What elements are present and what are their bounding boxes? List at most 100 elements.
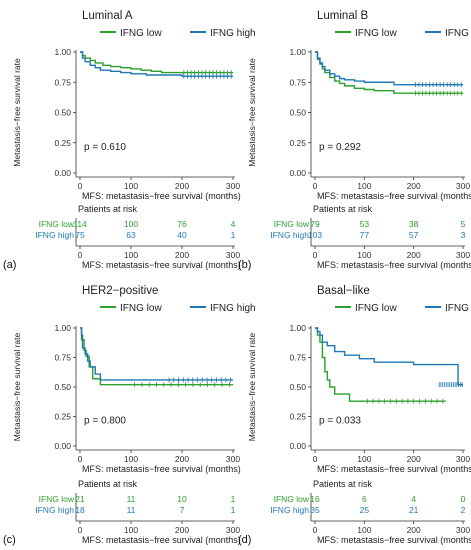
legend-label-high: IFNG high bbox=[210, 303, 256, 314]
y-tick-label: 0.25 bbox=[54, 138, 71, 148]
risk-table-x-tick-label: 200 bbox=[175, 525, 189, 535]
panel-letter: (a) bbox=[3, 259, 16, 271]
survival-curve-high bbox=[80, 327, 233, 381]
risk-table-x-axis-label: MFS: metastasis−free survival (months) bbox=[82, 260, 241, 270]
y-tick-label: 1.00 bbox=[289, 47, 306, 57]
x-axis-label: MFS: metastasis−free survival (months) bbox=[82, 464, 241, 474]
risk-row-label-low: IFNG low bbox=[39, 219, 75, 229]
risk-table-x-tick-label: 0 bbox=[78, 525, 83, 535]
x-tick-label: 300 bbox=[226, 181, 240, 191]
risk-count-high: 11 bbox=[127, 505, 136, 515]
risk-table-x-tick-label: 300 bbox=[226, 525, 240, 535]
risk-count-high: 3 bbox=[461, 230, 466, 240]
y-tick-label: 1.00 bbox=[54, 323, 71, 333]
risk-count-low: 114 bbox=[73, 219, 87, 229]
risk-count-low: 6 bbox=[362, 494, 367, 504]
risk-count-high: 2 bbox=[461, 505, 466, 515]
risk-count-high: 35 bbox=[310, 505, 320, 515]
risk-count-low: 5 bbox=[461, 219, 466, 229]
risk-count-low: 16 bbox=[310, 494, 320, 504]
risk-count-high: 1 bbox=[231, 505, 236, 515]
x-tick-label: 300 bbox=[456, 181, 470, 191]
panel-letter: (c) bbox=[3, 534, 16, 546]
risk-count-high: 7 bbox=[180, 505, 185, 515]
y-axis-label: Metastasis−free survival rate bbox=[247, 58, 257, 167]
x-tick-label: 200 bbox=[175, 181, 189, 191]
risk-table-x-axis-label: MFS: metastasis−free survival (months) bbox=[82, 535, 241, 545]
risk-count-high: 103 bbox=[308, 230, 322, 240]
x-tick-label: 0 bbox=[313, 181, 318, 191]
risk-count-high: 1 bbox=[231, 230, 236, 240]
survival-curve-high bbox=[315, 51, 463, 86]
risk-count-high: 77 bbox=[360, 230, 370, 240]
x-tick-label: 100 bbox=[357, 181, 371, 191]
risk-table-x-axis-label: MFS: metastasis−free survival (months) bbox=[317, 260, 471, 270]
risk-table-title: Patients at risk bbox=[313, 204, 373, 214]
p-value: p = 0.610 bbox=[84, 142, 126, 153]
panel-title: Luminal A bbox=[82, 10, 133, 22]
x-tick-label: 100 bbox=[124, 181, 138, 191]
survival-curve-low bbox=[80, 327, 233, 386]
risk-table-x-tick-label: 0 bbox=[313, 250, 318, 260]
x-axis-label: MFS: metastasis−free survival (months) bbox=[82, 191, 241, 201]
risk-table-x-tick-label: 0 bbox=[313, 525, 318, 535]
risk-row-label-low: IFNG low bbox=[274, 494, 310, 504]
legend-label-low: IFNG low bbox=[120, 28, 162, 39]
risk-count-high: 57 bbox=[409, 230, 419, 240]
risk-table-x-tick-label: 100 bbox=[124, 250, 138, 260]
p-value: p = 0.033 bbox=[319, 416, 361, 427]
panel-letter: (d) bbox=[238, 534, 251, 546]
risk-table-title: Patients at risk bbox=[313, 479, 373, 489]
y-tick-label: 0.75 bbox=[289, 353, 306, 363]
y-tick-label: 0.75 bbox=[54, 353, 71, 363]
risk-row-label-low: IFNG low bbox=[39, 494, 75, 504]
y-tick-label: 0.50 bbox=[54, 108, 71, 118]
survival-curve-low bbox=[80, 51, 233, 74]
x-tick-label: 200 bbox=[407, 181, 421, 191]
risk-count-low: 1 bbox=[231, 494, 236, 504]
survival-curve-low bbox=[315, 51, 463, 94]
x-tick-label: 200 bbox=[407, 454, 421, 464]
legend-label-low: IFNG low bbox=[355, 303, 397, 314]
y-tick-label: 0.50 bbox=[289, 108, 306, 118]
survival-curve-low bbox=[315, 327, 446, 402]
y-tick-label: 1.00 bbox=[54, 47, 71, 57]
risk-table-title: Patients at risk bbox=[78, 204, 138, 214]
legend-label-low: IFNG low bbox=[120, 303, 162, 314]
risk-table-x-tick-label: 200 bbox=[407, 250, 421, 260]
risk-count-low: 4 bbox=[231, 219, 236, 229]
x-axis-label: MFS: metastasis−free survival (months) bbox=[317, 464, 471, 474]
risk-count-high: 18 bbox=[75, 505, 85, 515]
risk-table-x-tick-label: 300 bbox=[456, 525, 470, 535]
risk-count-high: 40 bbox=[177, 230, 187, 240]
y-axis-label: Metastasis−free survival rate bbox=[12, 333, 22, 442]
p-value: p = 0.292 bbox=[319, 142, 361, 153]
risk-count-low: 11 bbox=[127, 494, 136, 504]
risk-table-title: Patients at risk bbox=[78, 479, 138, 489]
y-tick-label: 0.50 bbox=[54, 382, 71, 392]
x-tick-label: 300 bbox=[456, 454, 470, 464]
y-tick-label: 0.00 bbox=[54, 168, 71, 178]
risk-count-high: 75 bbox=[75, 230, 85, 240]
risk-count-low: 79 bbox=[310, 219, 320, 229]
risk-count-low: 53 bbox=[360, 219, 370, 229]
legend-label-high: IFNG high bbox=[445, 28, 471, 39]
legend-label-high: IFNG high bbox=[445, 303, 471, 314]
risk-row-label-high: IFNG high bbox=[35, 505, 74, 515]
p-value: p = 0.800 bbox=[84, 416, 126, 427]
risk-table-x-tick-label: 300 bbox=[226, 250, 240, 260]
risk-count-low: 76 bbox=[177, 219, 187, 229]
x-tick-label: 0 bbox=[78, 454, 83, 464]
x-axis-label: MFS: metastasis−free survival (months) bbox=[317, 191, 471, 201]
y-tick-label: 0.00 bbox=[289, 441, 306, 451]
risk-row-label-high: IFNG high bbox=[270, 230, 309, 240]
y-tick-label: 1.00 bbox=[289, 323, 306, 333]
risk-table-x-tick-label: 100 bbox=[357, 250, 371, 260]
legend-label-low: IFNG low bbox=[355, 28, 397, 39]
survival-curve-high bbox=[80, 51, 233, 77]
x-tick-label: 300 bbox=[226, 454, 240, 464]
